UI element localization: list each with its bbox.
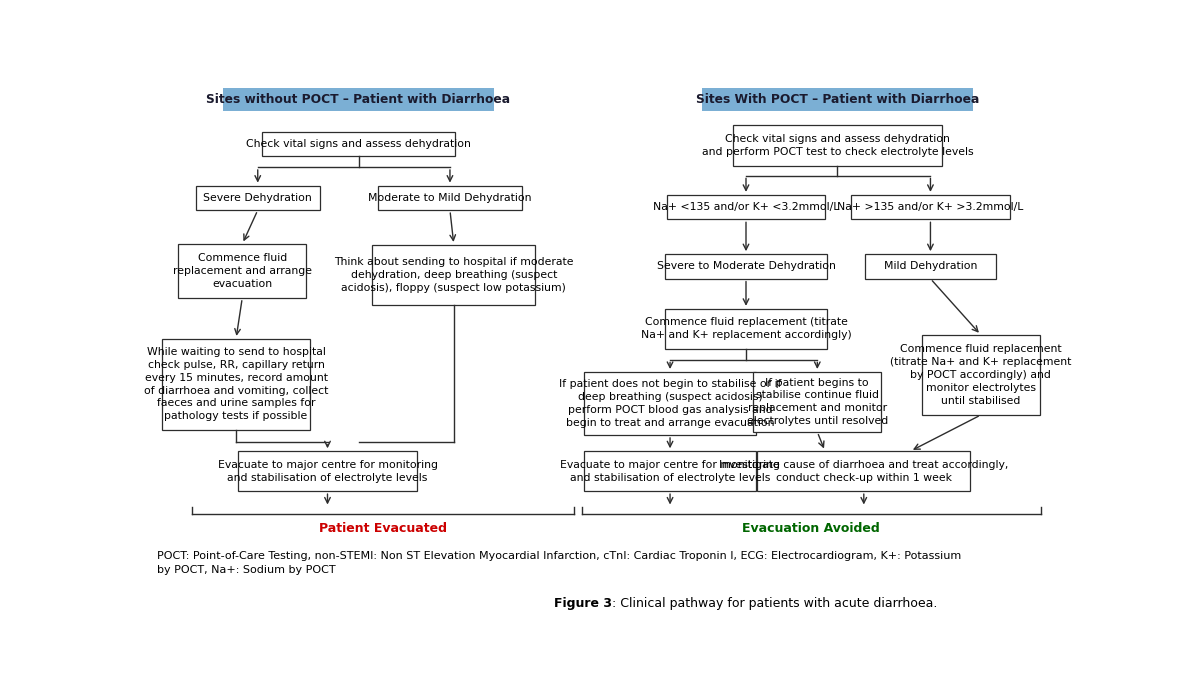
- Text: Sites With POCT – Patient with Diarrhoea: Sites With POCT – Patient with Diarrhoea: [696, 93, 979, 106]
- Bar: [851, 195, 1010, 219]
- Text: If patient begins to
stabilise continue fluid
replacement and monitor
electrolyt: If patient begins to stabilise continue …: [746, 377, 888, 426]
- Bar: [378, 185, 522, 210]
- Text: Severe Dehydration: Severe Dehydration: [203, 193, 312, 203]
- Bar: [178, 244, 306, 298]
- Text: If patient does not begin to stabilise or if
deep breathing (suspect acidosis)
p: If patient does not begin to stabilise o…: [559, 380, 781, 428]
- Bar: [196, 185, 320, 210]
- Bar: [702, 88, 973, 111]
- Text: Think about sending to hospital if moderate
dehydration, deep breathing (suspect: Think about sending to hospital if moder…: [334, 257, 573, 293]
- Text: Evacuate to major centre for monitoring
and stabilisation of electrolyte levels: Evacuate to major centre for monitoring …: [560, 460, 780, 482]
- Text: Severe to Moderate Dehydration: Severe to Moderate Dehydration: [657, 261, 836, 271]
- Bar: [665, 309, 827, 349]
- Bar: [261, 131, 455, 157]
- Bar: [584, 451, 756, 491]
- Bar: [666, 195, 825, 219]
- Bar: [162, 339, 309, 430]
- Text: Evacuate to major centre for monitoring
and stabilisation of electrolyte levels: Evacuate to major centre for monitoring …: [217, 460, 437, 482]
- Text: POCT: Point-of-Care Testing, non-STEMI: Non ST Elevation Myocardial Infarction, : POCT: Point-of-Care Testing, non-STEMI: …: [156, 552, 961, 575]
- Text: Moderate to Mild Dehydration: Moderate to Mild Dehydration: [368, 193, 531, 203]
- Bar: [922, 335, 1040, 415]
- Text: Check vital signs and assess dehydration: Check vital signs and assess dehydration: [246, 139, 470, 149]
- Text: Figure 3: Figure 3: [554, 597, 613, 610]
- Text: Na+ <135 and/or K+ <3.2mmol/L: Na+ <135 and/or K+ <3.2mmol/L: [653, 202, 839, 212]
- Text: Evacuation Avoided: Evacuation Avoided: [743, 522, 880, 535]
- Bar: [665, 254, 826, 279]
- Text: Check vital signs and assess dehydration
and perform POCT test to check electrol: Check vital signs and assess dehydration…: [702, 134, 973, 157]
- Bar: [584, 372, 756, 435]
- Bar: [757, 451, 971, 491]
- Text: While waiting to send to hospital
check pulse, RR, capillary return
every 15 min: While waiting to send to hospital check …: [143, 347, 328, 421]
- Bar: [733, 124, 942, 166]
- Bar: [223, 88, 494, 111]
- Text: Mild Dehydration: Mild Dehydration: [884, 261, 977, 271]
- Text: Commence fluid
replacement and arrange
evacuation: Commence fluid replacement and arrange e…: [173, 253, 312, 289]
- Bar: [239, 451, 417, 491]
- Text: Patient Evacuated: Patient Evacuated: [319, 522, 447, 535]
- Text: Commence fluid replacement
(titrate Na+ and K+ replacement
by POCT accordingly) : Commence fluid replacement (titrate Na+ …: [891, 345, 1071, 405]
- Text: Sites without POCT – Patient with Diarrhoea: Sites without POCT – Patient with Diarrh…: [207, 93, 511, 106]
- Text: Investigate cause of diarrhoea and treat accordingly,
conduct check-up within 1 : Investigate cause of diarrhoea and treat…: [719, 460, 1009, 482]
- Text: Commence fluid replacement (titrate
Na+ and K+ replacement accordingly): Commence fluid replacement (titrate Na+ …: [641, 317, 851, 340]
- Bar: [373, 245, 535, 305]
- Bar: [753, 372, 881, 432]
- Bar: [864, 254, 996, 279]
- Text: : Clinical pathway for patients with acute diarrhoea.: : Clinical pathway for patients with acu…: [613, 597, 937, 610]
- Text: Na+ >135 and/or K+ >3.2mmol/L: Na+ >135 and/or K+ >3.2mmol/L: [837, 202, 1023, 212]
